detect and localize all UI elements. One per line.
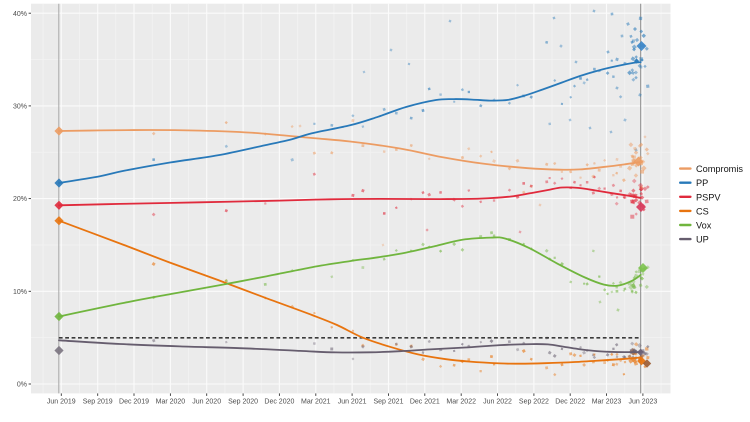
svg-text:Jun 2023: Jun 2023 bbox=[628, 399, 657, 406]
svg-text:Vox: Vox bbox=[696, 221, 712, 231]
svg-text:Mar 2023: Mar 2023 bbox=[592, 399, 622, 406]
svg-text:10%: 10% bbox=[13, 289, 27, 296]
svg-text:Jun 2020: Jun 2020 bbox=[192, 399, 221, 406]
svg-text:Dec 2019: Dec 2019 bbox=[119, 399, 149, 406]
svg-text:Compromis: Compromis bbox=[696, 164, 743, 174]
svg-text:Sep 2019: Sep 2019 bbox=[83, 399, 113, 406]
svg-text:Mar 2020: Mar 2020 bbox=[156, 399, 186, 406]
svg-text:40%: 40% bbox=[13, 11, 27, 18]
svg-text:30%: 30% bbox=[13, 104, 27, 111]
svg-text:0%: 0% bbox=[17, 382, 27, 389]
svg-text:Dec 2021: Dec 2021 bbox=[410, 399, 440, 406]
svg-text:Mar 2021: Mar 2021 bbox=[301, 399, 331, 406]
svg-text:Sep 2021: Sep 2021 bbox=[374, 399, 404, 406]
svg-text:UP: UP bbox=[696, 235, 709, 245]
svg-text:Jun 2019: Jun 2019 bbox=[47, 399, 76, 406]
svg-text:Jun 2021: Jun 2021 bbox=[338, 399, 367, 406]
svg-text:Sep 2020: Sep 2020 bbox=[228, 399, 258, 406]
svg-text:Dec 2020: Dec 2020 bbox=[264, 399, 294, 406]
svg-text:PSPV: PSPV bbox=[696, 192, 721, 202]
svg-text:Jun 2022: Jun 2022 bbox=[483, 399, 512, 406]
svg-text:PP: PP bbox=[696, 178, 708, 188]
svg-text:CS: CS bbox=[696, 206, 709, 216]
svg-text:Dec 2022: Dec 2022 bbox=[555, 399, 585, 406]
svg-text:Sep 2022: Sep 2022 bbox=[519, 399, 549, 406]
svg-text:20%: 20% bbox=[13, 196, 27, 203]
svg-text:Mar 2022: Mar 2022 bbox=[446, 399, 476, 406]
